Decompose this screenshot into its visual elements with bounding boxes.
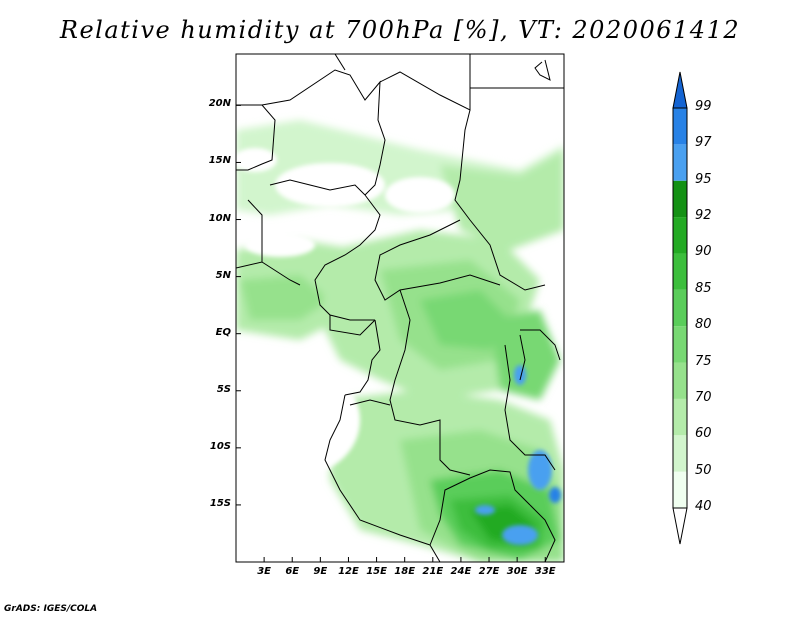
colorbar-segment: [673, 253, 687, 290]
lon-tick-label: 6E: [285, 566, 300, 577]
colorbar-level-label: 99: [695, 99, 712, 114]
lat-tick-label: 20N: [208, 98, 231, 110]
colorbar-segment: [673, 471, 687, 508]
lon-tick-label: 21E: [422, 566, 444, 577]
lon-tick-label: 9E: [313, 566, 328, 577]
footer-credit: GrADS: IGES/COLA: [4, 604, 98, 614]
lon-tick-label: 3E: [257, 566, 271, 577]
lon-tick-label: 24E: [450, 566, 472, 577]
lat-tick-label: 15N: [208, 155, 231, 167]
colorbar-outline: [672, 107, 688, 509]
lon-tick-label: 15E: [366, 566, 387, 577]
colorbar-level-label: 97: [695, 135, 712, 151]
colorbar-segment: [673, 108, 687, 145]
colorbar-segment: [673, 144, 687, 181]
colorbar-segment: [673, 289, 687, 327]
lon-tick-label: 30E: [506, 566, 528, 577]
lat-tick-label: EQ: [215, 326, 231, 338]
colorbar-level-label: 50: [695, 462, 712, 478]
lat-tick-label: 15S: [209, 497, 231, 509]
colorbar-over-arrow: [672, 71, 688, 109]
humidity-field: [236, 54, 564, 562]
colorbar-under-arrow: [672, 507, 688, 545]
country-borders: [236, 54, 564, 562]
lon-tick-label: 33E: [534, 566, 556, 577]
colorbar-level-label: 85: [695, 280, 712, 296]
colorbar-level-label: 95: [695, 171, 712, 187]
colorbar-segment: [673, 180, 687, 218]
colorbar-level-label: 80: [695, 317, 712, 333]
colorbar-level-label: 40: [695, 499, 712, 514]
colorbar-segment: [673, 362, 687, 399]
lat-tick-label: 5S: [216, 383, 231, 395]
colorbar-level-label: 60: [695, 426, 712, 442]
lat-tick-label: 5N: [215, 269, 231, 281]
lon-tick-label: 18E: [394, 566, 416, 577]
lon-tick-label: 27E: [478, 566, 500, 577]
lat-tick-label: 10S: [209, 440, 231, 452]
colorbar-level-label: 92: [695, 208, 712, 224]
map-title: Relative humidity at 700hPa [%], VT: 202…: [59, 16, 741, 44]
colorbar-level-label: 70: [695, 389, 712, 405]
colorbar: [672, 71, 688, 545]
colorbar-level-label: 75: [695, 353, 712, 369]
colorbar-segment: [673, 217, 687, 254]
colorbar-level-label: 90: [695, 244, 712, 260]
colorbar-segment: [673, 435, 687, 472]
colorbar-segment: [673, 326, 687, 363]
map-frame: [235, 53, 565, 563]
colorbar-segment: [673, 398, 687, 436]
lat-tick-label: 10N: [208, 212, 231, 224]
lon-tick-label: 12E: [338, 566, 359, 577]
